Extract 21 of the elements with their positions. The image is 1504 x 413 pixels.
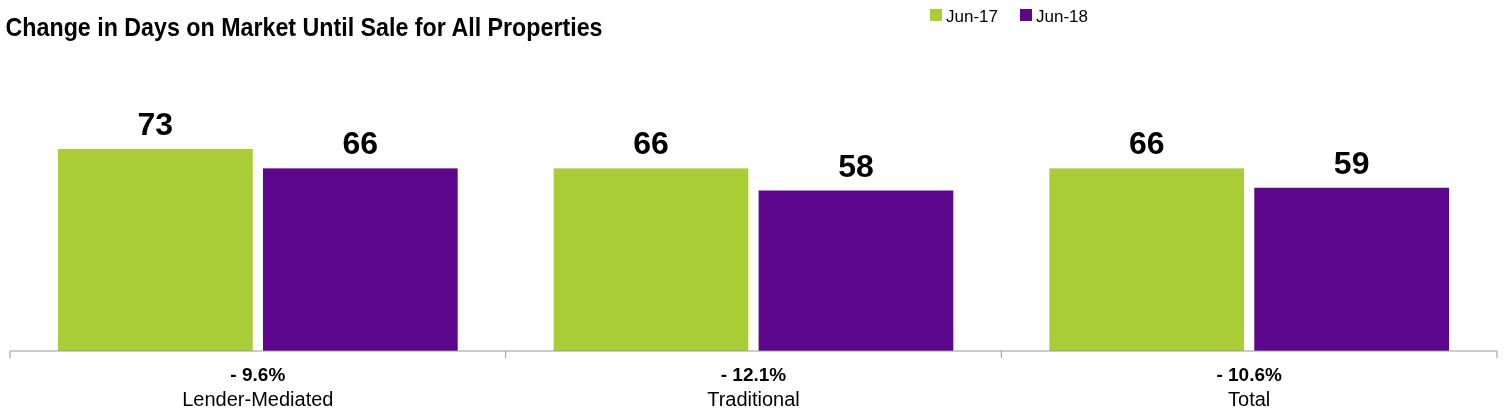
data-label: 66 <box>1128 125 1165 162</box>
data-label: 58 <box>838 147 874 184</box>
bar <box>262 168 458 351</box>
text: - 9.6% <box>230 364 286 385</box>
data-label: 59 <box>1333 144 1370 181</box>
data-label: 66 <box>342 125 379 162</box>
bar <box>553 168 749 351</box>
chart-title: Change in Days on Market Until Sale for All Properties <box>5 13 603 42</box>
x-tick-label: Total <box>1228 388 1271 410</box>
legend-label: Jun-17 <box>946 7 998 26</box>
x-tick-label: Traditional <box>707 388 800 410</box>
legend-label: Jun-18 <box>1036 7 1088 26</box>
x-tick-label: Lender-Mediated <box>182 388 334 410</box>
bar <box>1254 187 1449 351</box>
text: - 10.6% <box>1216 364 1283 385</box>
bar <box>1049 168 1245 351</box>
text: - 12.1% <box>720 364 787 385</box>
bar <box>758 190 954 351</box>
data-label: 66 <box>633 125 669 162</box>
data-label: 73 <box>137 106 174 142</box>
bar <box>58 149 253 351</box>
